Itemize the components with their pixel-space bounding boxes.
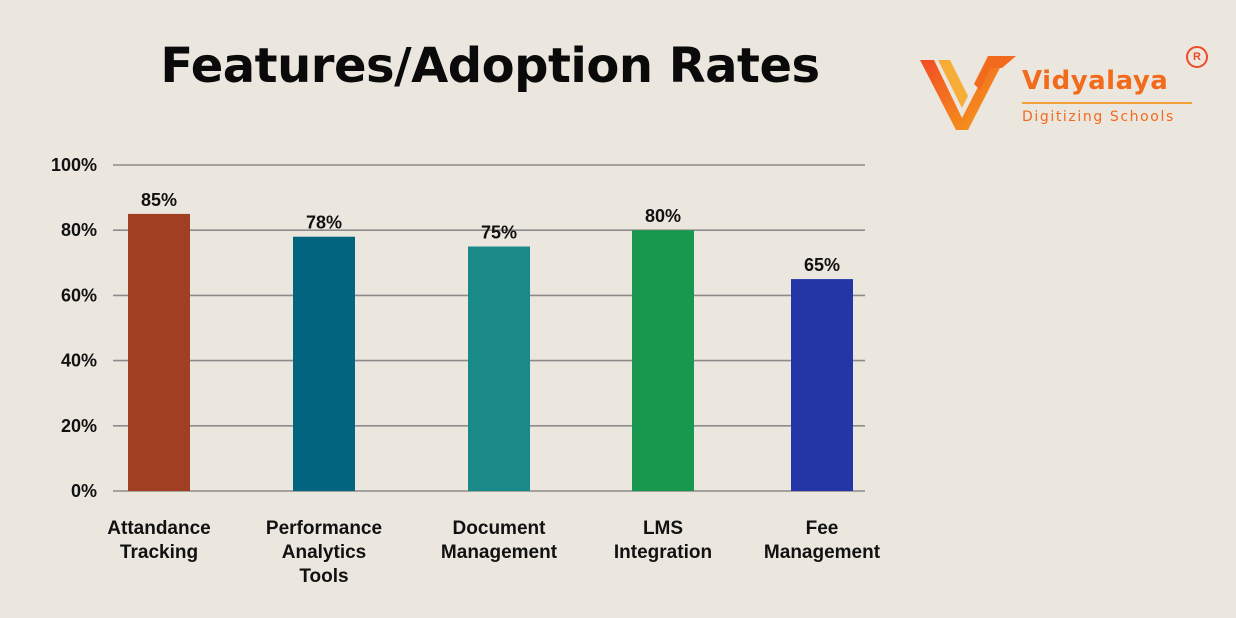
y-tick-label: 0% (71, 481, 97, 501)
x-tick-label: Attandance Tracking (107, 518, 210, 563)
brand-tagline: Digitizing Schools (1022, 109, 1175, 125)
bar (128, 213, 190, 491)
y-tick-label: 80% (61, 220, 97, 240)
y-tick-label: 20% (61, 416, 97, 436)
registered-mark-icon: R (1186, 46, 1208, 68)
bar (791, 279, 853, 491)
x-tick-label: LMS Integration (614, 518, 712, 563)
brand-name: Vidyalaya (1022, 66, 1169, 96)
x-tick-label-line: Management (764, 542, 881, 563)
x-tick-label-line: Management (441, 542, 558, 563)
bar (632, 230, 694, 491)
y-tick-label: 100% (51, 155, 97, 175)
x-tick-label-line: Analytics (282, 542, 366, 563)
x-tick-label-line: Performance (266, 518, 382, 539)
data-label: 78% (306, 213, 342, 233)
y-tick-label: 60% (61, 285, 97, 305)
chart-title: Features/Adoption Rates (160, 38, 820, 94)
data-label: 65% (804, 255, 840, 275)
x-tick-label-line: Document (453, 518, 547, 539)
x-tick-label-line: Tracking (120, 542, 198, 563)
x-tick-label-line: Fee (806, 518, 839, 539)
data-label: 75% (481, 223, 517, 243)
x-tick-label-line: Integration (614, 542, 712, 563)
brand-divider (1022, 102, 1192, 104)
vidyalaya-logo-icon (920, 56, 1016, 130)
x-tick-label: Document Management (441, 518, 558, 563)
x-tick-label-line: Attandance (107, 518, 210, 539)
x-tick-label: Fee Management (764, 518, 881, 563)
bar (293, 236, 355, 491)
data-label: 80% (645, 206, 681, 226)
x-tick-label-line: Tools (299, 566, 348, 587)
x-tick-label: Performance Analytics Tools (266, 518, 382, 587)
data-label: 85% (141, 190, 177, 210)
bar (468, 246, 530, 491)
y-tick-label: 40% (61, 351, 97, 371)
x-tick-label-line: LMS (643, 518, 683, 539)
